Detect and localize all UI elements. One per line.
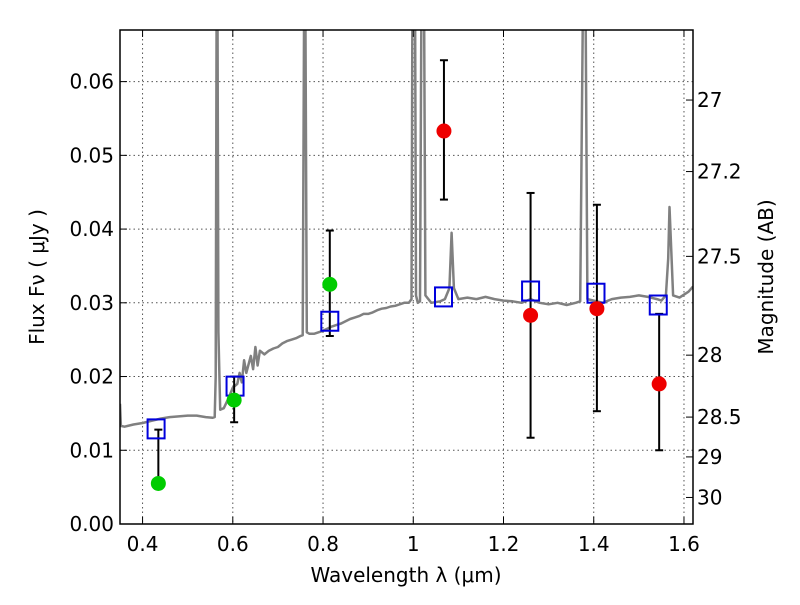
- red-point: [651, 376, 667, 392]
- red-point: [436, 123, 452, 139]
- x-tick-label: 1.2: [488, 532, 520, 556]
- x-tick-label: 1.4: [578, 532, 610, 556]
- x-axis-title: Wavelength λ (μm): [310, 563, 501, 587]
- y-tick-label: 0.01: [69, 438, 114, 462]
- y2-tick-label: 28.5: [697, 405, 742, 429]
- green-point: [322, 276, 338, 292]
- y-tick-label: 0.00: [69, 512, 114, 536]
- green-point: [226, 392, 242, 408]
- y2-tick-label: 28: [697, 343, 722, 367]
- y2-tick-label: 27.5: [697, 244, 742, 268]
- x-tick-label: 0.8: [307, 532, 339, 556]
- green-point: [150, 475, 166, 491]
- spectrum-line: [120, 30, 693, 428]
- model-square: [320, 310, 340, 332]
- data-layer: [120, 30, 693, 491]
- y-axis-title: Flux Fν ( μJy ): [25, 209, 49, 345]
- model-square: [521, 280, 541, 302]
- model-square: [433, 286, 453, 308]
- axis-layer: 0.4 0.6 0.8 1 1.2 1.4 1.6 0.00 0.01 0.02 0.03 0.04 0…: [69, 30, 742, 556]
- y2-tick-label: 27.2: [697, 160, 742, 184]
- y2-axis-title: Magnitude (AB): [754, 199, 778, 354]
- x-tick-label: 0.6: [217, 532, 249, 556]
- model-square: [146, 418, 166, 440]
- x-tick-label: 0.4: [127, 532, 159, 556]
- y2-tick-label: 29: [697, 445, 722, 469]
- x-tick-label: 1: [407, 532, 420, 556]
- x-tick-label: 1.6: [668, 532, 700, 556]
- y-tick-label: 0.05: [69, 143, 114, 167]
- plot-frame: [119, 29, 694, 525]
- y-tick-label: 0.03: [69, 291, 114, 315]
- y2-tick-label: 30: [697, 485, 722, 509]
- y-tick-label: 0.06: [69, 70, 114, 94]
- y2-tick-label: 27: [697, 88, 722, 112]
- red-point: [523, 307, 539, 323]
- model-square: [648, 294, 668, 316]
- red-point: [589, 301, 605, 317]
- grid-layer: [120, 30, 693, 525]
- y-tick-label: 0.04: [69, 217, 114, 241]
- y-tick-label: 0.02: [69, 365, 114, 389]
